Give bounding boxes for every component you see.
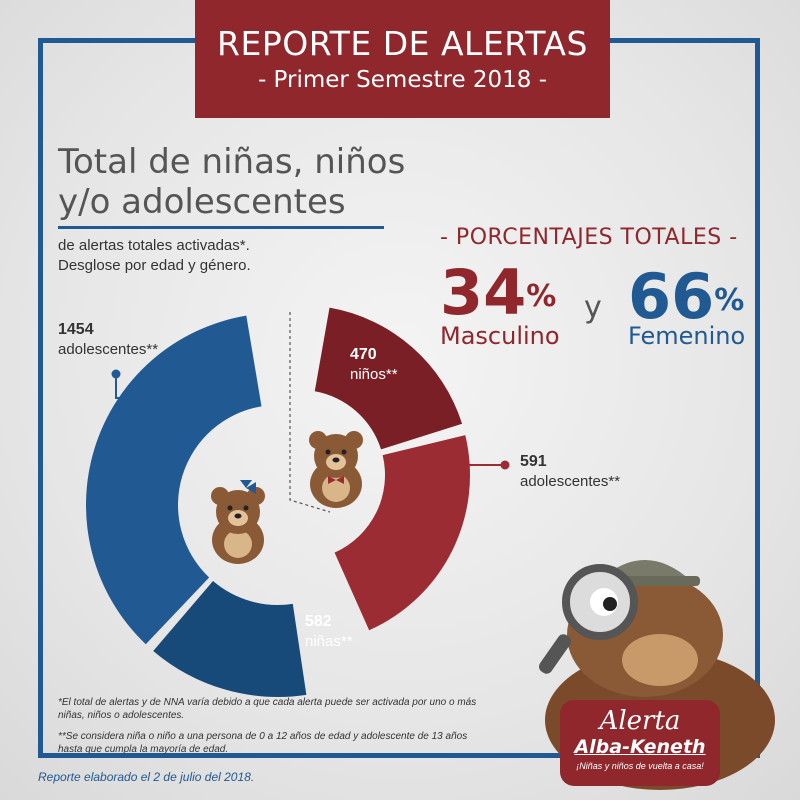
alerta-logo: Alerta Alba-Keneth ¡Niñas y niños de vue… xyxy=(560,700,720,786)
percentages-join: y xyxy=(584,290,602,325)
footnote-1: *El total de alertas y de NNA varía debi… xyxy=(58,697,477,721)
masculino-percent-value: 34 xyxy=(440,256,527,329)
label-fem-ninas-text: niñas** xyxy=(305,633,353,650)
leader-dot-masc-adol xyxy=(500,460,510,470)
donut-slice-fem-ninas xyxy=(153,581,307,698)
chart-separator xyxy=(289,312,331,513)
section-heading-line1: Total de niñas, niños xyxy=(58,142,406,182)
section-heading: Total de niñas, niños y/o adolescentes xyxy=(58,142,405,222)
logo-line1: Alerta xyxy=(599,706,681,736)
label-masc-adol-num: 591 xyxy=(520,453,547,470)
description-line1: de alertas totales activadas*. xyxy=(58,237,250,254)
logo-line2: Alba-Keneth xyxy=(574,736,706,758)
report-title: REPORTE DE ALERTAS xyxy=(217,24,588,63)
donut-femenino xyxy=(86,315,307,698)
donut-slice-masc-adolescentes xyxy=(334,435,470,631)
femenino-percent-symbol: % xyxy=(714,283,745,318)
logo-tagline: ¡Niñas y niños de vuelta a casa! xyxy=(576,761,704,771)
footnote-2: **Se considera niña o niño a una persona… xyxy=(58,731,468,755)
report-header: REPORTE DE ALERTAS - Primer Semestre 201… xyxy=(195,0,610,118)
femenino-percent-value: 66 xyxy=(628,260,715,333)
teddy-bear-boy-icon xyxy=(309,431,363,508)
footnotes: *El total de alertas y de NNA varía debi… xyxy=(58,696,488,764)
label-fem-adol-num: 1454 xyxy=(58,321,94,338)
report-date: Reporte elaborado el 2 de julio del 2018… xyxy=(38,770,255,784)
donut-masculino xyxy=(314,307,470,631)
label-fem-ninas: 582 niñas** xyxy=(305,612,353,652)
label-masc-adol-text: adolescentes** xyxy=(520,473,621,490)
donut-slice-fem-adolescentes xyxy=(86,315,262,645)
section-description: de alertas totales activadas*. Desglose … xyxy=(58,236,251,276)
leader-dot-fem-adol xyxy=(111,369,121,379)
label-fem-adol-text: adolescentes** xyxy=(58,341,159,358)
report-subtitle: - Primer Semestre 2018 - xyxy=(257,67,548,93)
femenino-label: Femenino xyxy=(628,322,746,350)
section-heading-line2: y/o adolescentes xyxy=(58,182,346,222)
label-masc-ninos-text: niños** xyxy=(350,366,398,383)
femenino-percent: 66% xyxy=(628,266,744,328)
label-fem-adol: 1454 adolescentes** xyxy=(58,320,158,360)
masculino-percent-symbol: % xyxy=(526,279,557,314)
masculino-percent: 34% xyxy=(440,262,556,324)
masculino-label: Masculino xyxy=(440,322,560,350)
label-masc-ninos: 470 niños** xyxy=(350,345,398,385)
label-fem-ninas-num: 582 xyxy=(305,613,332,630)
label-masc-adol: 591 adolescentes** xyxy=(520,452,620,492)
teddy-bear-girl-icon xyxy=(211,480,265,564)
description-line2: Desglose por edad y género. xyxy=(58,257,251,274)
label-masc-ninos-num: 470 xyxy=(350,346,377,363)
donut-slice-masc-ninos xyxy=(314,307,463,450)
percentages-heading: - PORCENTAJES TOTALES - xyxy=(440,225,738,250)
heading-underline xyxy=(58,226,384,229)
